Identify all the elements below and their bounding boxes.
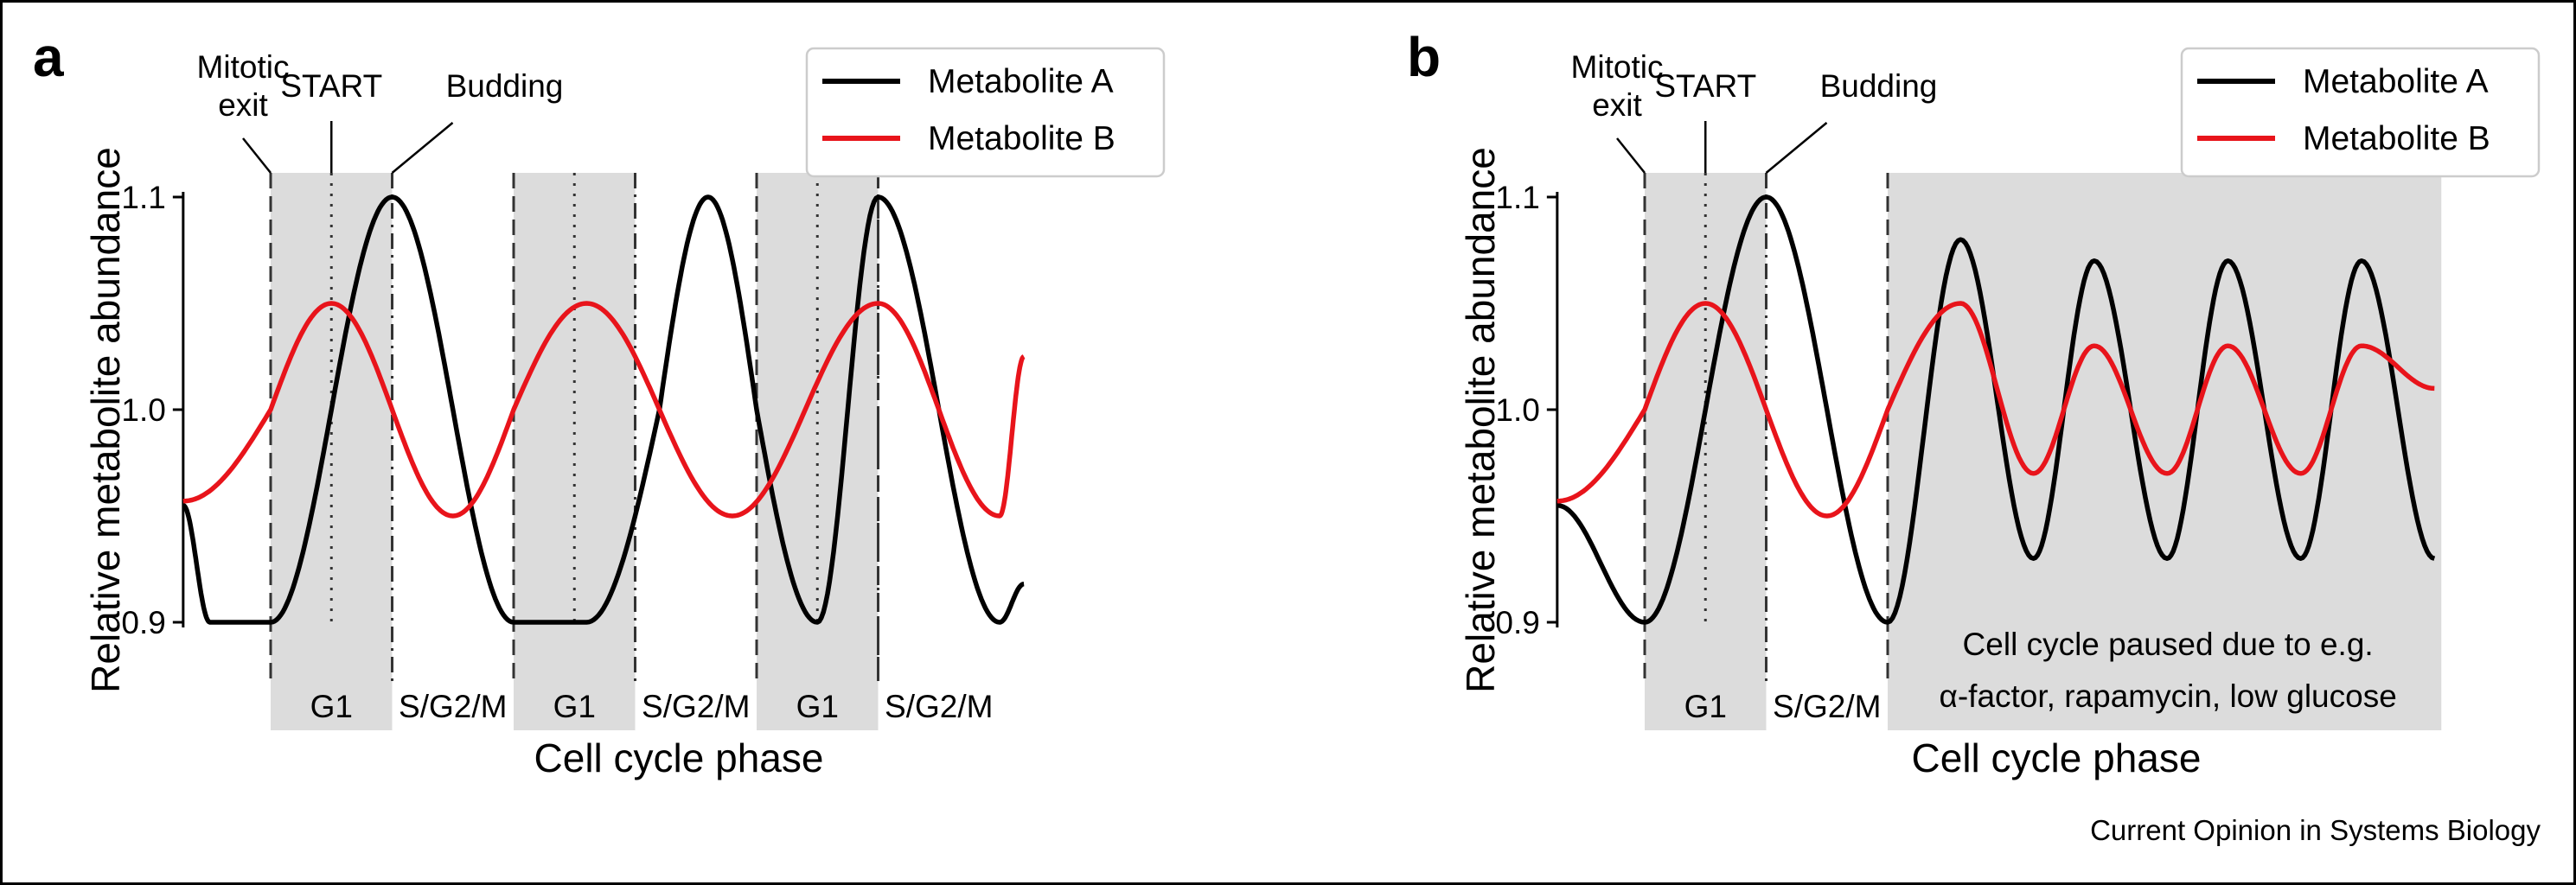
g1-shaded-region (757, 173, 879, 730)
y-axis-label: Relative metabolite abundance (1458, 147, 1503, 693)
budding-pointer (1765, 122, 1828, 174)
start-annotation: START (1654, 68, 1756, 104)
legend-entry: Metabolite A (928, 63, 1114, 100)
mitotic-exit-annotation: Mitotic (1571, 49, 1664, 85)
phase-label: S/G2/M (642, 689, 750, 724)
mitotic-exit-annotation: Mitotic (197, 49, 290, 85)
y-tick-label: 1.1 (1495, 180, 1539, 215)
phase-label: G1 (796, 689, 839, 724)
y-tick-label: 0.9 (121, 605, 165, 640)
phase-label: S/G2/M (1773, 689, 1881, 724)
paused-text-line2: α-factor, rapamycin, low glucose (1939, 678, 2396, 714)
phase-label: G1 (310, 689, 353, 724)
paused-text-line1: Cell cycle paused due to e.g. (1963, 627, 2374, 662)
phase-label: G1 (1684, 689, 1727, 724)
x-axis-label: Cell cycle phase (1912, 735, 2202, 780)
journal-credit: Current Opinion in Systems Biology (2090, 814, 2541, 846)
g1-shaded-region (271, 173, 393, 730)
paused-shaded-region (1888, 173, 2442, 730)
y-tick-label: 1.0 (121, 392, 165, 428)
legend-entry: Metabolite B (928, 120, 1115, 157)
legend-entry: Metabolite A (2303, 63, 2489, 100)
phase-label: S/G2/M (399, 689, 507, 724)
metabolite-a-line (1556, 194, 2436, 625)
metabolite-b-line (1556, 301, 2435, 519)
mitotic-exit-annotation: exit (218, 87, 268, 123)
panel-letter: b (1407, 26, 1441, 88)
budding-pointer (391, 122, 454, 174)
mitotic-exit-annotation: exit (1592, 87, 1642, 123)
budding-annotation: Budding (1820, 68, 1938, 104)
y-axis-label: Relative metabolite abundance (83, 147, 128, 693)
g1-shaded-region (514, 173, 636, 730)
mitotic-exit-pointer (1616, 137, 1646, 174)
x-axis-label: Cell cycle phase (534, 735, 824, 780)
phase-label: G1 (553, 689, 596, 724)
start-annotation: START (280, 68, 382, 104)
legend-entry: Metabolite B (2303, 120, 2490, 157)
panel-letter: a (33, 26, 64, 88)
budding-annotation: Budding (446, 68, 564, 104)
metabolite-a-line (182, 194, 1026, 625)
metabolite-b-line (182, 301, 1026, 519)
phase-label: S/G2/M (885, 689, 993, 724)
y-tick-label: 0.9 (1495, 605, 1539, 640)
g1-shaded-region (1645, 173, 1767, 730)
mitotic-exit-pointer (242, 137, 272, 174)
y-tick-label: 1.0 (1495, 392, 1539, 428)
y-tick-label: 1.1 (121, 180, 165, 215)
